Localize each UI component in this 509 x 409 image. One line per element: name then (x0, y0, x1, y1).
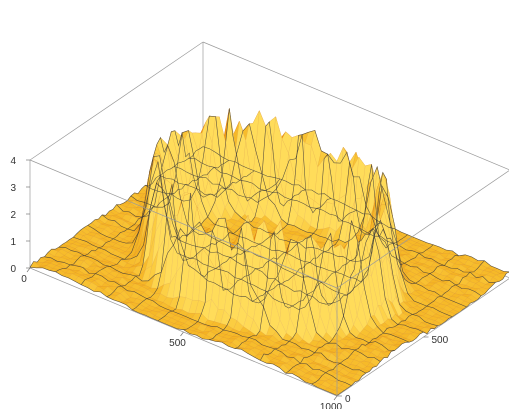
box-edge (336, 170, 509, 289)
x-tick-label: 0 (21, 274, 27, 285)
mesh-line (311, 260, 485, 385)
z-tick-label: 4 (10, 156, 16, 167)
box-edge (29, 41, 204, 161)
surface-mesh (29, 108, 509, 396)
x-tick-mark (333, 395, 338, 401)
box-edge (29, 159, 338, 289)
z-tick-label: 1 (10, 237, 16, 248)
box-edge (202, 41, 509, 170)
z-tick-label: 0 (10, 264, 16, 275)
mesh-line (188, 158, 496, 283)
x-tick-mark (26, 267, 31, 273)
x-tick-mark (180, 331, 184, 337)
x-tick-label: 1000 (320, 402, 343, 409)
mesh-line (202, 146, 509, 273)
y-tick-label: 0 (345, 394, 351, 405)
z-tick-label: 2 (10, 210, 16, 221)
x-tick-label: 500 (169, 338, 186, 349)
z-tick-label: 3 (10, 183, 16, 194)
mesh-line (336, 271, 509, 396)
mesh-line (174, 130, 482, 297)
y-tick-label: 500 (432, 335, 449, 346)
axis-ticks: 050010000500100001234 (10, 156, 449, 409)
